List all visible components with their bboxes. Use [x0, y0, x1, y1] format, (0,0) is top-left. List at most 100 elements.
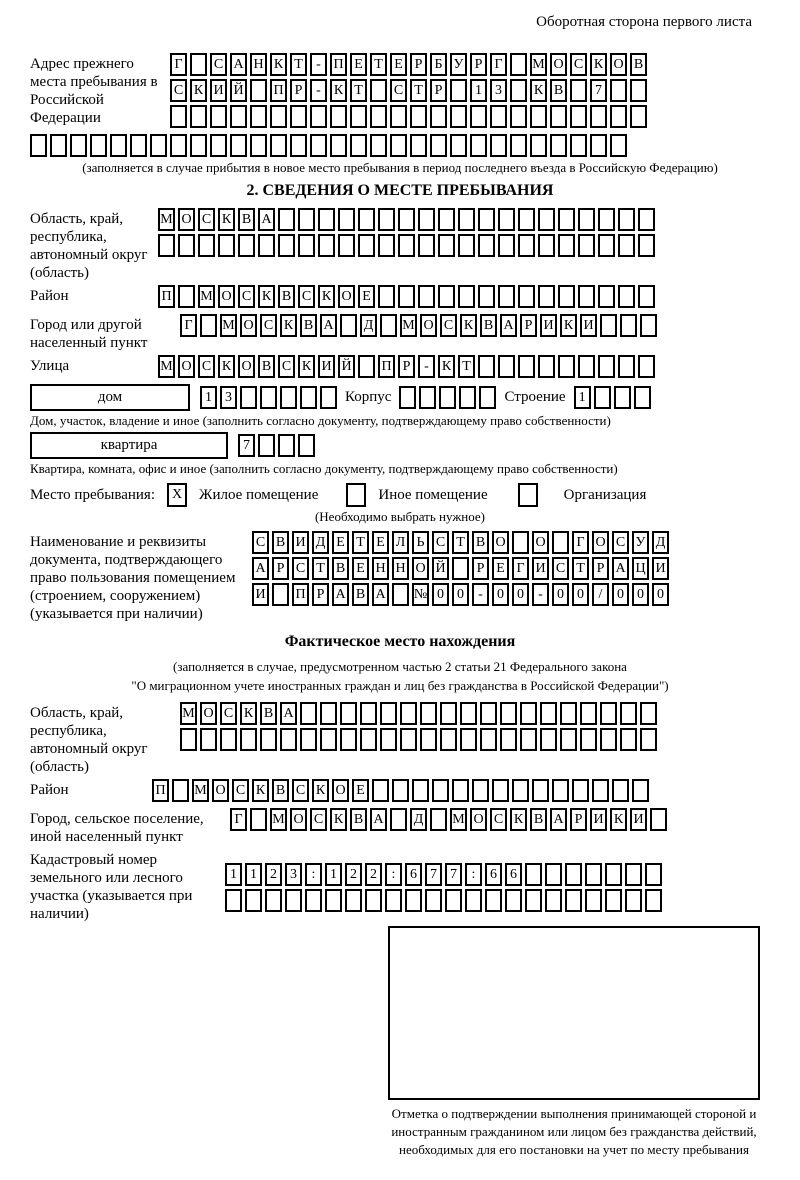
char-cell[interactable]: О: [218, 285, 235, 308]
char-cell[interactable]: [310, 134, 327, 157]
char-cell[interactable]: [440, 702, 457, 725]
char-cell[interactable]: С: [292, 557, 309, 580]
char-cell[interactable]: Й: [432, 557, 449, 580]
char-cell[interactable]: 0: [572, 583, 589, 606]
char-cell[interactable]: [290, 105, 307, 128]
char-cell[interactable]: У: [632, 531, 649, 554]
char-cell[interactable]: [278, 208, 295, 231]
char-cell[interactable]: 3: [220, 386, 237, 409]
char-cell[interactable]: [418, 234, 435, 257]
char-cell[interactable]: Р: [570, 808, 587, 831]
char-cell[interactable]: [325, 889, 342, 912]
char-cell[interactable]: [470, 134, 487, 157]
char-cell[interactable]: А: [372, 583, 389, 606]
char-cell[interactable]: [390, 134, 407, 157]
char-cell[interactable]: [390, 808, 407, 831]
char-cell[interactable]: [465, 889, 482, 912]
char-cell[interactable]: [585, 863, 602, 886]
char-cell[interactable]: С: [252, 531, 269, 554]
char-cell[interactable]: 0: [632, 583, 649, 606]
char-cell[interactable]: П: [158, 285, 175, 308]
char-cell[interactable]: [640, 702, 657, 725]
char-cell[interactable]: С: [298, 285, 315, 308]
char-cell[interactable]: [320, 386, 337, 409]
char-cell[interactable]: И: [292, 531, 309, 554]
char-cell[interactable]: [498, 208, 515, 231]
char-cell[interactable]: [170, 134, 187, 157]
char-cell[interactable]: [593, 386, 611, 409]
char-cell[interactable]: О: [532, 531, 549, 554]
char-cell[interactable]: [510, 105, 527, 128]
char-cell[interactable]: [500, 728, 517, 751]
char-cell[interactable]: [645, 863, 662, 886]
char-cell[interactable]: [570, 134, 587, 157]
char-cell[interactable]: [178, 285, 195, 308]
char-cell[interactable]: [385, 889, 402, 912]
char-cell[interactable]: [290, 134, 307, 157]
char-cell[interactable]: [618, 234, 635, 257]
char-cell[interactable]: Г: [180, 314, 197, 337]
char-cell[interactable]: М: [158, 208, 175, 231]
char-cell[interactable]: 1: [225, 863, 242, 886]
char-cell[interactable]: С: [198, 355, 215, 378]
char-cell[interactable]: [560, 702, 577, 725]
char-cell[interactable]: [425, 889, 442, 912]
char-cell[interactable]: [490, 105, 507, 128]
char-cell[interactable]: 1: [200, 386, 217, 409]
char-cell[interactable]: У: [450, 53, 467, 76]
char-cell[interactable]: [510, 134, 527, 157]
char-cell[interactable]: [439, 386, 457, 409]
char-cell[interactable]: 2: [265, 863, 282, 886]
char-cell[interactable]: [410, 134, 427, 157]
char-cell[interactable]: 2: [345, 863, 362, 886]
char-cell[interactable]: [418, 285, 435, 308]
char-cell[interactable]: [330, 105, 347, 128]
char-cell[interactable]: [592, 779, 609, 802]
char-cell[interactable]: О: [338, 285, 355, 308]
char-cell[interactable]: [338, 234, 355, 257]
char-cell[interactable]: [210, 105, 227, 128]
char-cell[interactable]: И: [540, 314, 557, 337]
char-cell[interactable]: -: [310, 79, 327, 102]
char-cell[interactable]: [90, 134, 107, 157]
char-cell[interactable]: А: [612, 557, 629, 580]
checkbox-other-premises[interactable]: [346, 483, 367, 507]
char-cell[interactable]: [512, 531, 529, 554]
char-cell[interactable]: [50, 134, 67, 157]
char-cell[interactable]: Р: [312, 583, 329, 606]
char-cell[interactable]: А: [280, 702, 297, 725]
char-cell[interactable]: [560, 728, 577, 751]
char-cell[interactable]: [610, 134, 627, 157]
char-cell[interactable]: [518, 234, 535, 257]
char-cell[interactable]: [552, 531, 569, 554]
char-cell[interactable]: О: [332, 779, 349, 802]
char-cell[interactable]: Е: [390, 53, 407, 76]
char-cell[interactable]: С: [292, 779, 309, 802]
char-cell[interactable]: [598, 234, 615, 257]
char-cell[interactable]: [340, 314, 357, 337]
char-cell[interactable]: [392, 779, 409, 802]
char-cell[interactable]: [538, 234, 555, 257]
char-cell[interactable]: А: [230, 53, 247, 76]
char-cell[interactable]: [610, 105, 627, 128]
char-cell[interactable]: О: [290, 808, 307, 831]
char-cell[interactable]: [110, 134, 127, 157]
char-cell[interactable]: [438, 285, 455, 308]
char-cell[interactable]: 6: [405, 863, 422, 886]
char-cell[interactable]: А: [500, 314, 517, 337]
char-cell[interactable]: [650, 808, 667, 831]
char-cell[interactable]: С: [440, 314, 457, 337]
char-cell[interactable]: [200, 728, 217, 751]
char-cell[interactable]: П: [152, 779, 169, 802]
char-cell[interactable]: [280, 386, 297, 409]
char-cell[interactable]: [470, 105, 487, 128]
char-cell[interactable]: [532, 779, 549, 802]
char-cell[interactable]: :: [305, 863, 322, 886]
char-cell[interactable]: К: [190, 79, 207, 102]
char-cell[interactable]: Г: [490, 53, 507, 76]
char-cell[interactable]: [405, 889, 422, 912]
char-cell[interactable]: [578, 355, 595, 378]
char-cell[interactable]: [550, 134, 567, 157]
char-cell[interactable]: 0: [452, 583, 469, 606]
char-cell[interactable]: В: [472, 531, 489, 554]
